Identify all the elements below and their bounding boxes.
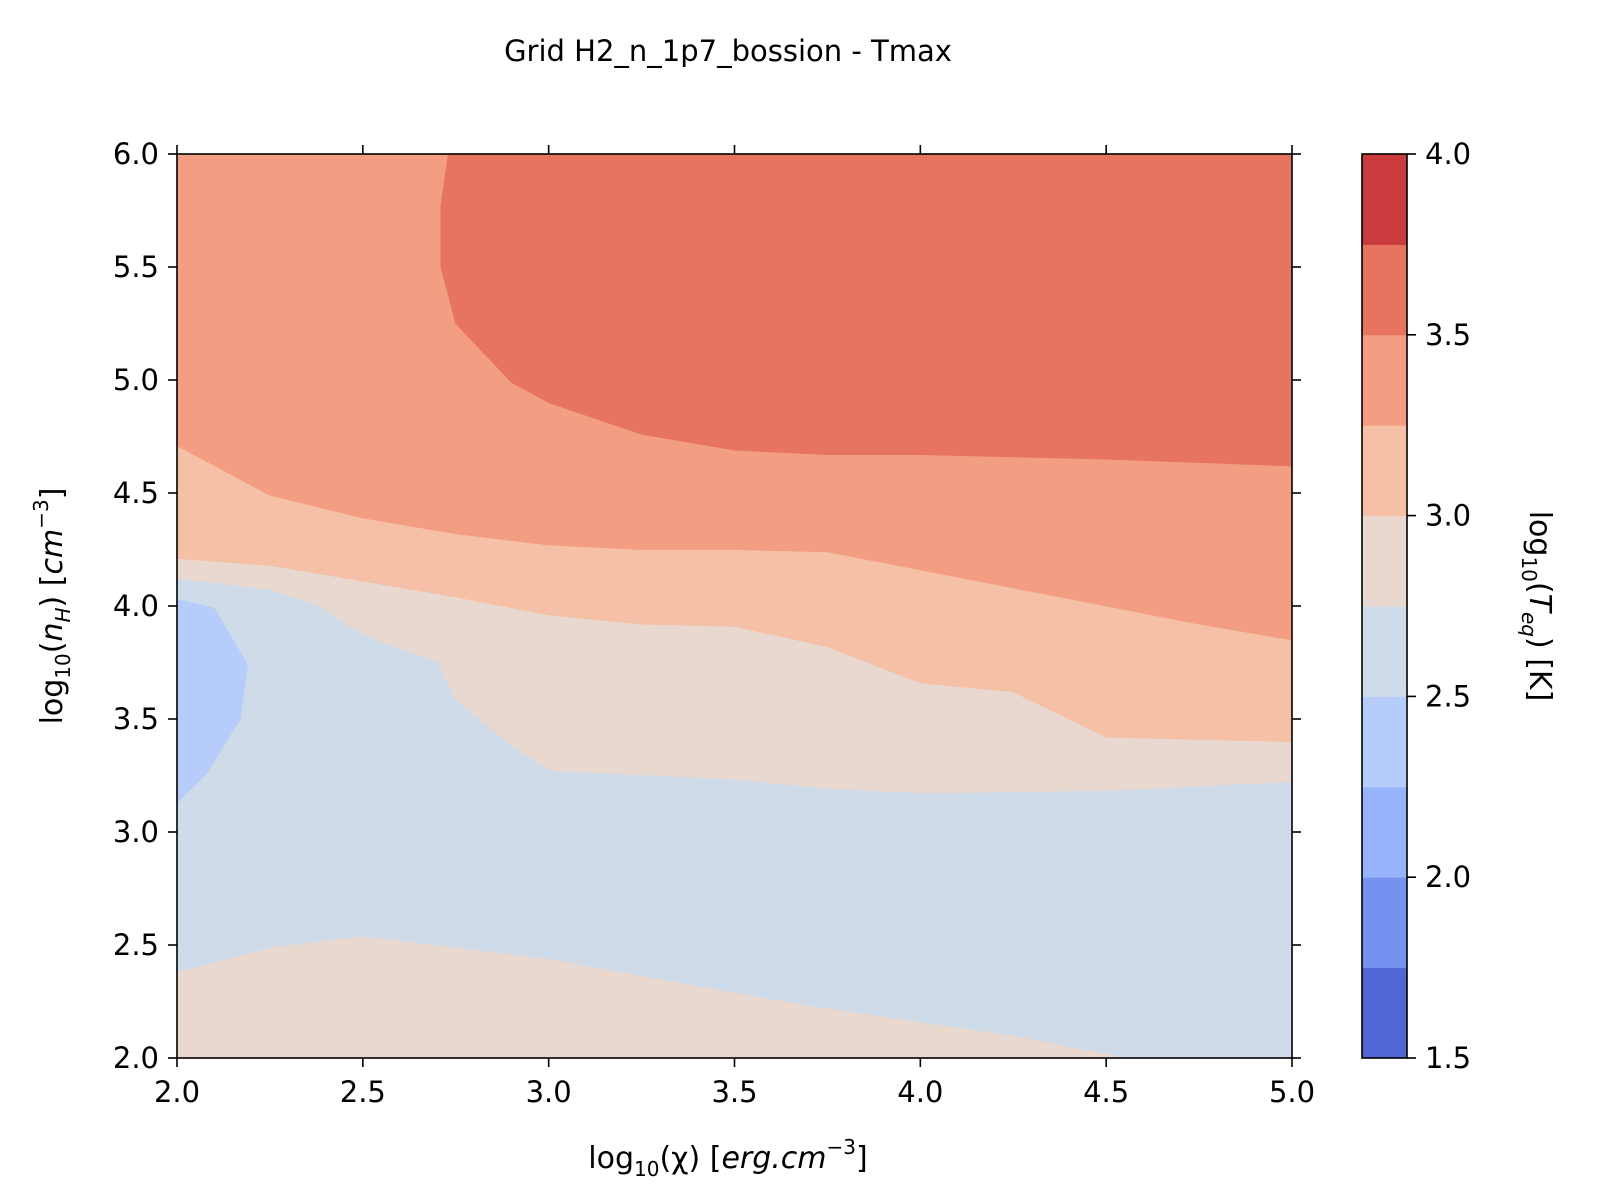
- colorbar-band: [1362, 967, 1407, 1059]
- colorbar-band: [1362, 154, 1407, 245]
- x-tick-label: 2.0: [154, 1075, 200, 1109]
- x-tick-label: 2.5: [340, 1075, 386, 1109]
- x-axis: 2.0 2.5 3.0 3.5 4.0 4.5 5.0: [154, 145, 1315, 1109]
- y-tick-label: 3.5: [113, 702, 159, 736]
- colorbar-band: [1362, 786, 1407, 878]
- x-tick-label: 3.5: [711, 1075, 757, 1109]
- colorbar-tick-label: 3.5: [1425, 318, 1471, 352]
- y-axis-label: log10(nH) [cm−3]: [29, 488, 75, 725]
- x-axis-label: log10(χ) [erg.cm−3]: [588, 1135, 867, 1181]
- y-tick-label: 4.0: [113, 589, 159, 623]
- colorbar: [1362, 154, 1407, 1059]
- y-tick-label: 5.0: [113, 363, 159, 397]
- colorbar-tick-label: 2.5: [1425, 679, 1471, 713]
- y-tick-label: 5.5: [113, 250, 159, 284]
- colorbar-band: [1362, 425, 1407, 517]
- y-tick-label: 4.5: [113, 476, 159, 510]
- colorbar-band: [1362, 244, 1407, 336]
- chart-title: Grid H2_n_1p7_bossion - Tmax: [504, 34, 952, 68]
- y-axis: 2.0 2.5 3.0 3.5 4.0 4.5 5.0 5.5 6.0: [113, 137, 1301, 1075]
- colorbar-tick-label: 4.0: [1425, 137, 1471, 171]
- colorbar-axis: 1.5 2.0 2.5 3.0 3.5 4.0: [1407, 137, 1471, 1075]
- y-tick-label: 2.0: [113, 1041, 159, 1075]
- y-tick-label: 6.0: [113, 137, 159, 171]
- colorbar-band: [1362, 334, 1407, 426]
- x-tick-label: 4.0: [897, 1075, 943, 1109]
- colorbar-band: [1362, 877, 1407, 969]
- y-tick-label: 2.5: [113, 928, 159, 962]
- y-tick-label: 3.0: [113, 815, 159, 849]
- colorbar-band: [1362, 515, 1407, 607]
- x-tick-label: 4.5: [1083, 1075, 1129, 1109]
- contour-plot: [176, 153, 1293, 1059]
- colorbar-band: [1362, 606, 1407, 697]
- contour-region-2.50-2.75: [176, 578, 1293, 1059]
- colorbar-frame: [1361, 153, 1408, 1059]
- colorbar-tick-label: 1.5: [1425, 1041, 1471, 1075]
- x-tick-label: 5.0: [1269, 1075, 1315, 1109]
- colorbar-tick-label: 2.0: [1425, 860, 1471, 894]
- colorbar-band: [1362, 696, 1407, 788]
- colorbar-tick-label: 3.0: [1425, 499, 1471, 533]
- contour-region-3.50-3.75: [440, 153, 1293, 467]
- colorbar-label: log10(Teq) [K]: [1517, 511, 1557, 702]
- x-tick-label: 3.0: [526, 1075, 572, 1109]
